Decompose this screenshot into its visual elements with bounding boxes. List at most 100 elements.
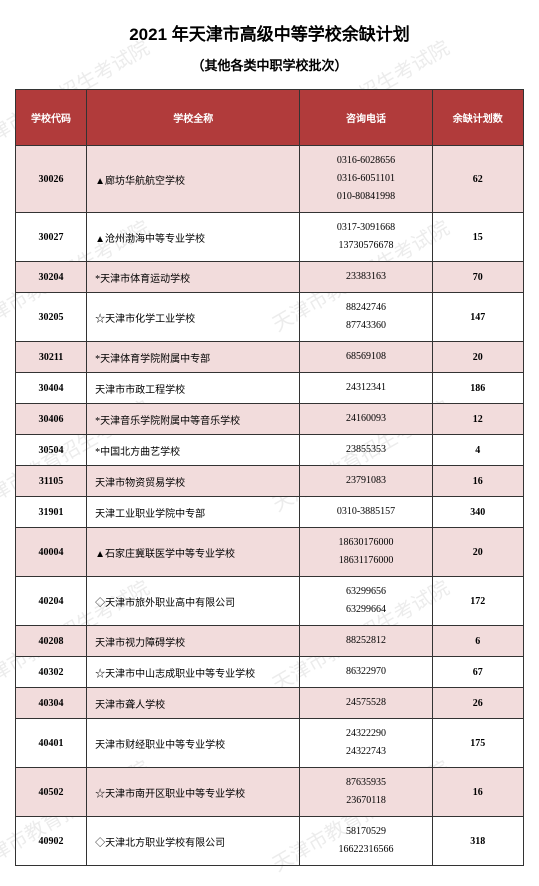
cell-code: 40204 [16, 577, 87, 626]
table-row: 40502☆天津市南开区职业中等专业学校876359352367011816 [16, 768, 524, 817]
col-header-code: 学校代码 [16, 90, 87, 146]
col-header-phone: 咨询电话 [300, 90, 432, 146]
table-row: 30406*天津音乐学院附属中等音乐学校 24160093 12 [16, 404, 524, 435]
col-header-count: 余缺计划数 [432, 90, 523, 146]
vacancy-table: 学校代码 学校全称 咨询电话 余缺计划数 30026▲廊坊华航航空学校0316-… [15, 89, 524, 866]
phone-number: 87743360 [306, 317, 425, 335]
cell-count: 16 [432, 768, 523, 817]
cell-count: 67 [432, 657, 523, 688]
phone-number: 24322290 [306, 725, 425, 743]
cell-school-name: 天津市市政工程学校 [87, 373, 300, 404]
phone-number: 88252812 [306, 632, 425, 650]
cell-school-name: ▲廊坊华航航空学校 [87, 146, 300, 213]
cell-count: 20 [432, 528, 523, 577]
cell-count: 62 [432, 146, 523, 213]
cell-school-name: 天津市聋人学校 [87, 688, 300, 719]
cell-count: 340 [432, 497, 523, 528]
cell-phone: 0317-309166813730576678 [300, 213, 432, 262]
cell-code: 40004 [16, 528, 87, 577]
table-row: 40302☆天津市中山志成职业中等专业学校8632297067 [16, 657, 524, 688]
page-title: 2021 年天津市高级中等学校余缺计划 [15, 20, 524, 45]
table-row: 31901天津工业职业学院中专部 0310-3885157 340 [16, 497, 524, 528]
phone-number: 0310-3885157 [306, 503, 425, 521]
cell-code: 30211 [16, 342, 87, 373]
cell-code: 40902 [16, 817, 87, 866]
cell-phone: 0310-3885157 [300, 497, 432, 528]
cell-count: 20 [432, 342, 523, 373]
table-row: 40004▲石家庄冀联医学中等专业学校186301760001863117600… [16, 528, 524, 577]
cell-school-name: ◇天津市旅外职业高中有限公司 [87, 577, 300, 626]
cell-code: 40302 [16, 657, 87, 688]
table-row: 30204*天津市体育运动学校2338316370 [16, 262, 524, 293]
cell-phone: 24160093 [300, 404, 432, 435]
page-subtitle: （其他各类中职学校批次） [15, 55, 524, 74]
cell-school-name: ▲沧州渤海中等专业学校 [87, 213, 300, 262]
cell-phone: 8763593523670118 [300, 768, 432, 817]
cell-school-name: ☆天津市化学工业学校 [87, 293, 300, 342]
cell-phone: 0316-60286560316-6051101010-80841998 [300, 146, 432, 213]
cell-phone: 23383163 [300, 262, 432, 293]
cell-code: 40502 [16, 768, 87, 817]
cell-count: 186 [432, 373, 523, 404]
cell-school-name: *天津体育学院附属中专部 [87, 342, 300, 373]
cell-count: 26 [432, 688, 523, 719]
cell-phone: 24312341 [300, 373, 432, 404]
table-row: 40204◇天津市旅外职业高中有限公司6329965663299664172 [16, 577, 524, 626]
cell-code: 40208 [16, 626, 87, 657]
cell-code: 30204 [16, 262, 87, 293]
cell-code: 30406 [16, 404, 87, 435]
phone-number: 23791083 [306, 472, 425, 490]
cell-count: 4 [432, 435, 523, 466]
table-row: 40304天津市聋人学校2457552826 [16, 688, 524, 719]
phone-number: 24322743 [306, 743, 425, 761]
cell-count: 318 [432, 817, 523, 866]
cell-school-name: 天津市财经职业中等专业学校 [87, 719, 300, 768]
cell-count: 147 [432, 293, 523, 342]
table-row: 31105天津市物资贸易学校 23791083 16 [16, 466, 524, 497]
cell-code: 31105 [16, 466, 87, 497]
cell-school-name: 天津市视力障碍学校 [87, 626, 300, 657]
cell-phone: 24575528 [300, 688, 432, 719]
cell-code: 40304 [16, 688, 87, 719]
cell-count: 15 [432, 213, 523, 262]
document-content: 2021 年天津市高级中等学校余缺计划 （其他各类中职学校批次） 学校代码 学校… [0, 0, 539, 886]
cell-school-name: *中国北方曲艺学校 [87, 435, 300, 466]
cell-phone: 68569108 [300, 342, 432, 373]
phone-number: 0316-6028656 [306, 152, 425, 170]
phone-number: 24160093 [306, 410, 425, 428]
phone-number: 63299656 [306, 583, 425, 601]
cell-school-name: *天津音乐学院附属中等音乐学校 [87, 404, 300, 435]
cell-code: 30404 [16, 373, 87, 404]
cell-code: 30504 [16, 435, 87, 466]
cell-count: 175 [432, 719, 523, 768]
cell-count: 12 [432, 404, 523, 435]
cell-school-name: 天津市物资贸易学校 [87, 466, 300, 497]
phone-number: 0316-6051101 [306, 170, 425, 188]
cell-school-name: 天津工业职业学院中专部 [87, 497, 300, 528]
table-body: 30026▲廊坊华航航空学校0316-60286560316-605110101… [16, 146, 524, 866]
cell-code: 40401 [16, 719, 87, 768]
table-row: 40208天津市视力障碍学校882528126 [16, 626, 524, 657]
cell-phone: 23791083 [300, 466, 432, 497]
cell-code: 30027 [16, 213, 87, 262]
phone-number: 58170529 [306, 823, 425, 841]
phone-number: 86322970 [306, 663, 425, 681]
cell-count: 16 [432, 466, 523, 497]
phone-number: 87635935 [306, 774, 425, 792]
cell-code: 31901 [16, 497, 87, 528]
cell-phone: 23855353 [300, 435, 432, 466]
cell-phone: 8824274687743360 [300, 293, 432, 342]
phone-number: 0317-3091668 [306, 219, 425, 237]
cell-school-name: ◇天津北方职业学校有限公司 [87, 817, 300, 866]
cell-phone: 86322970 [300, 657, 432, 688]
cell-phone: 2432229024322743 [300, 719, 432, 768]
cell-phone: 5817052916622316566 [300, 817, 432, 866]
cell-code: 30205 [16, 293, 87, 342]
phone-number: 63299664 [306, 601, 425, 619]
table-row: 30026▲廊坊华航航空学校0316-60286560316-605110101… [16, 146, 524, 213]
phone-number: 18630176000 [306, 534, 425, 552]
table-row: 30504*中国北方曲艺学校 23855353 4 [16, 435, 524, 466]
cell-phone: 88252812 [300, 626, 432, 657]
phone-number: 23855353 [306, 441, 425, 459]
phone-number: 88242746 [306, 299, 425, 317]
